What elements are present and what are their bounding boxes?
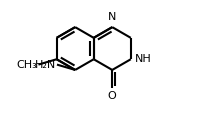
Text: NH: NH bbox=[135, 54, 151, 64]
Text: H₂N: H₂N bbox=[34, 60, 56, 70]
Text: N: N bbox=[108, 12, 116, 22]
Text: O: O bbox=[108, 91, 117, 101]
Text: CH₃: CH₃ bbox=[16, 60, 37, 70]
